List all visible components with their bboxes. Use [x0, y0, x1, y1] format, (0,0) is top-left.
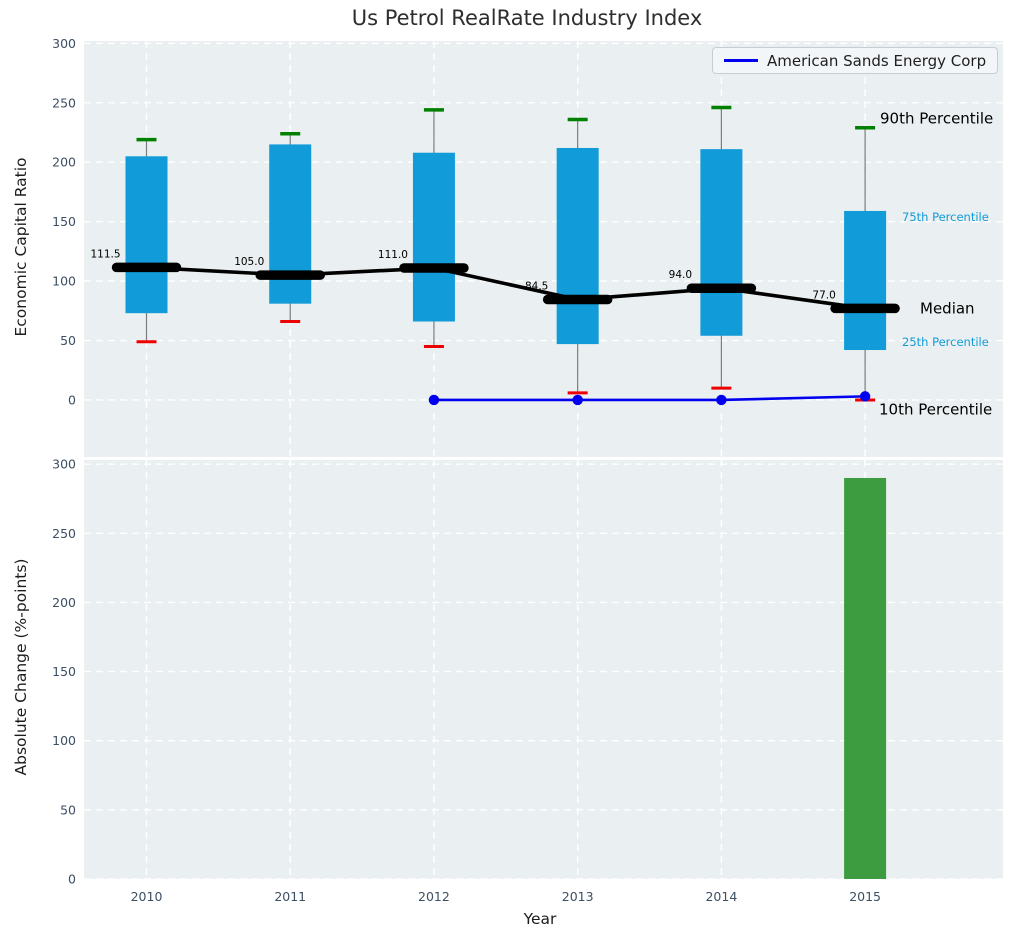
xtick-2010: 2010: [131, 889, 163, 904]
company-marker-2013: [572, 395, 582, 405]
median-annotation-2013: 84.5: [525, 281, 548, 293]
company-marker-2012: [429, 395, 439, 405]
right-label-90th-percentile: 90th Percentile: [880, 109, 993, 127]
bar-2015: [844, 478, 886, 879]
median-annotation-2010: 111.5: [90, 248, 120, 260]
median-annotation-2011: 105.0: [234, 256, 264, 268]
bottom-ytick-100: 100: [52, 733, 76, 748]
legend-line-swatch: [724, 59, 758, 62]
box-2014: [700, 149, 742, 336]
bottom-ytick-300: 300: [52, 457, 76, 472]
bottom-ytick-200: 200: [52, 595, 76, 610]
box-2015: [844, 211, 886, 350]
x-axis-label: Year: [84, 910, 996, 928]
median-annotation-2012: 111.0: [378, 249, 408, 261]
top-ytick-250: 250: [52, 95, 76, 110]
legend: American Sands Energy Corp: [712, 47, 998, 74]
right-label-median: Median: [920, 299, 975, 317]
chart-title: Us Petrol RealRate Industry Index: [64, 6, 990, 30]
bottom-ytick-0: 0: [68, 872, 76, 887]
box-2010: [126, 156, 168, 313]
company-marker-2015: [860, 391, 870, 401]
xtick-2015: 2015: [849, 889, 881, 904]
median-annotation-2014: 94.0: [669, 269, 692, 281]
legend-label: American Sands Energy Corp: [767, 52, 986, 70]
bottom-ytick-150: 150: [52, 664, 76, 679]
company-marker-2014: [716, 395, 726, 405]
top-ytick-50: 50: [60, 333, 76, 348]
box-2012: [413, 153, 455, 322]
top-ytick-150: 150: [52, 214, 76, 229]
bottom-ytick-250: 250: [52, 526, 76, 541]
top-ytick-0: 0: [68, 392, 76, 407]
right-label-25th-percentile: 25th Percentile: [902, 335, 989, 349]
xtick-2012: 2012: [418, 889, 450, 904]
bottom-y-axis-label: Absolute Change (%-points): [12, 559, 30, 776]
figure: 0 50 100 150 200 250 300 0 50 100 150 200 250 300 2010…: [0, 0, 1016, 942]
xtick-2011: 2011: [274, 889, 306, 904]
xtick-2013: 2013: [562, 889, 594, 904]
top-ytick-300: 300: [52, 36, 76, 51]
right-label-75th-percentile: 75th Percentile: [902, 210, 989, 224]
chart-canvas: 0 50 100 150 200 250 300 0 50 100 150 200 250 300 2010…: [0, 0, 1016, 942]
xtick-2014: 2014: [705, 889, 737, 904]
top-y-axis-label: Economic Capital Ratio: [12, 157, 30, 336]
top-ytick-200: 200: [52, 155, 76, 170]
top-ytick-100: 100: [52, 274, 76, 289]
right-label-10th-percentile: 10th Percentile: [879, 400, 992, 418]
median-annotation-2015: 77.0: [812, 289, 835, 301]
bottom-ytick-50: 50: [60, 802, 76, 817]
box-2013: [557, 148, 599, 344]
